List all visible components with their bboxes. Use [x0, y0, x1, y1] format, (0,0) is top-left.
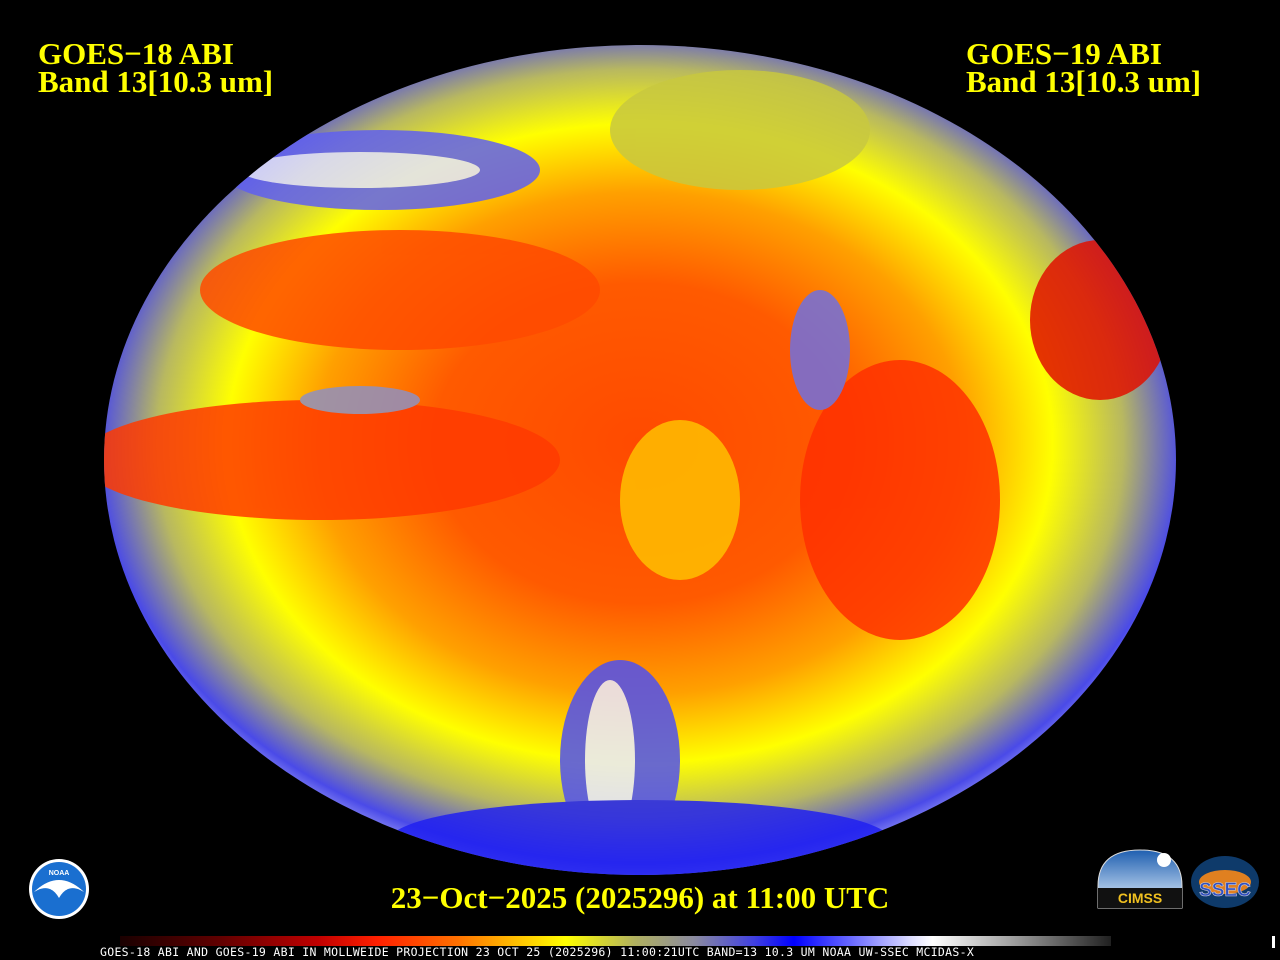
noaa-logo: NOAA	[29, 859, 89, 919]
right-satellite-label: GOES−19 ABI Band 13[10.3 um]	[966, 36, 1202, 99]
svg-text:CIMSS: CIMSS	[1118, 890, 1162, 906]
svg-text:NOAA: NOAA	[49, 870, 70, 877]
image-caption: GOES-18 ABI AND GOES-19 ABI IN MOLLWEIDE…	[100, 945, 975, 959]
left-satellite-name: GOES−18 ABI	[38, 36, 234, 71]
cimss-logo: CIMSS	[1097, 849, 1183, 909]
image-timestamp: 23−Oct−2025 (2025296) at 11:00 UTC	[390, 880, 890, 915]
left-satellite-label: GOES−18 ABI Band 13[10.3 um]	[38, 36, 274, 99]
svg-text:SSEC: SSEC	[1199, 880, 1251, 901]
left-band-label: Band 13[10.3 um]	[38, 64, 274, 99]
right-band-label: Band 13[10.3 um]	[966, 64, 1202, 99]
ssec-logo: SSEC	[1191, 856, 1259, 908]
temperature-color-scale	[120, 936, 1111, 946]
colorbar-end-marker	[1272, 936, 1275, 948]
right-satellite-name: GOES−19 ABI	[966, 36, 1162, 71]
